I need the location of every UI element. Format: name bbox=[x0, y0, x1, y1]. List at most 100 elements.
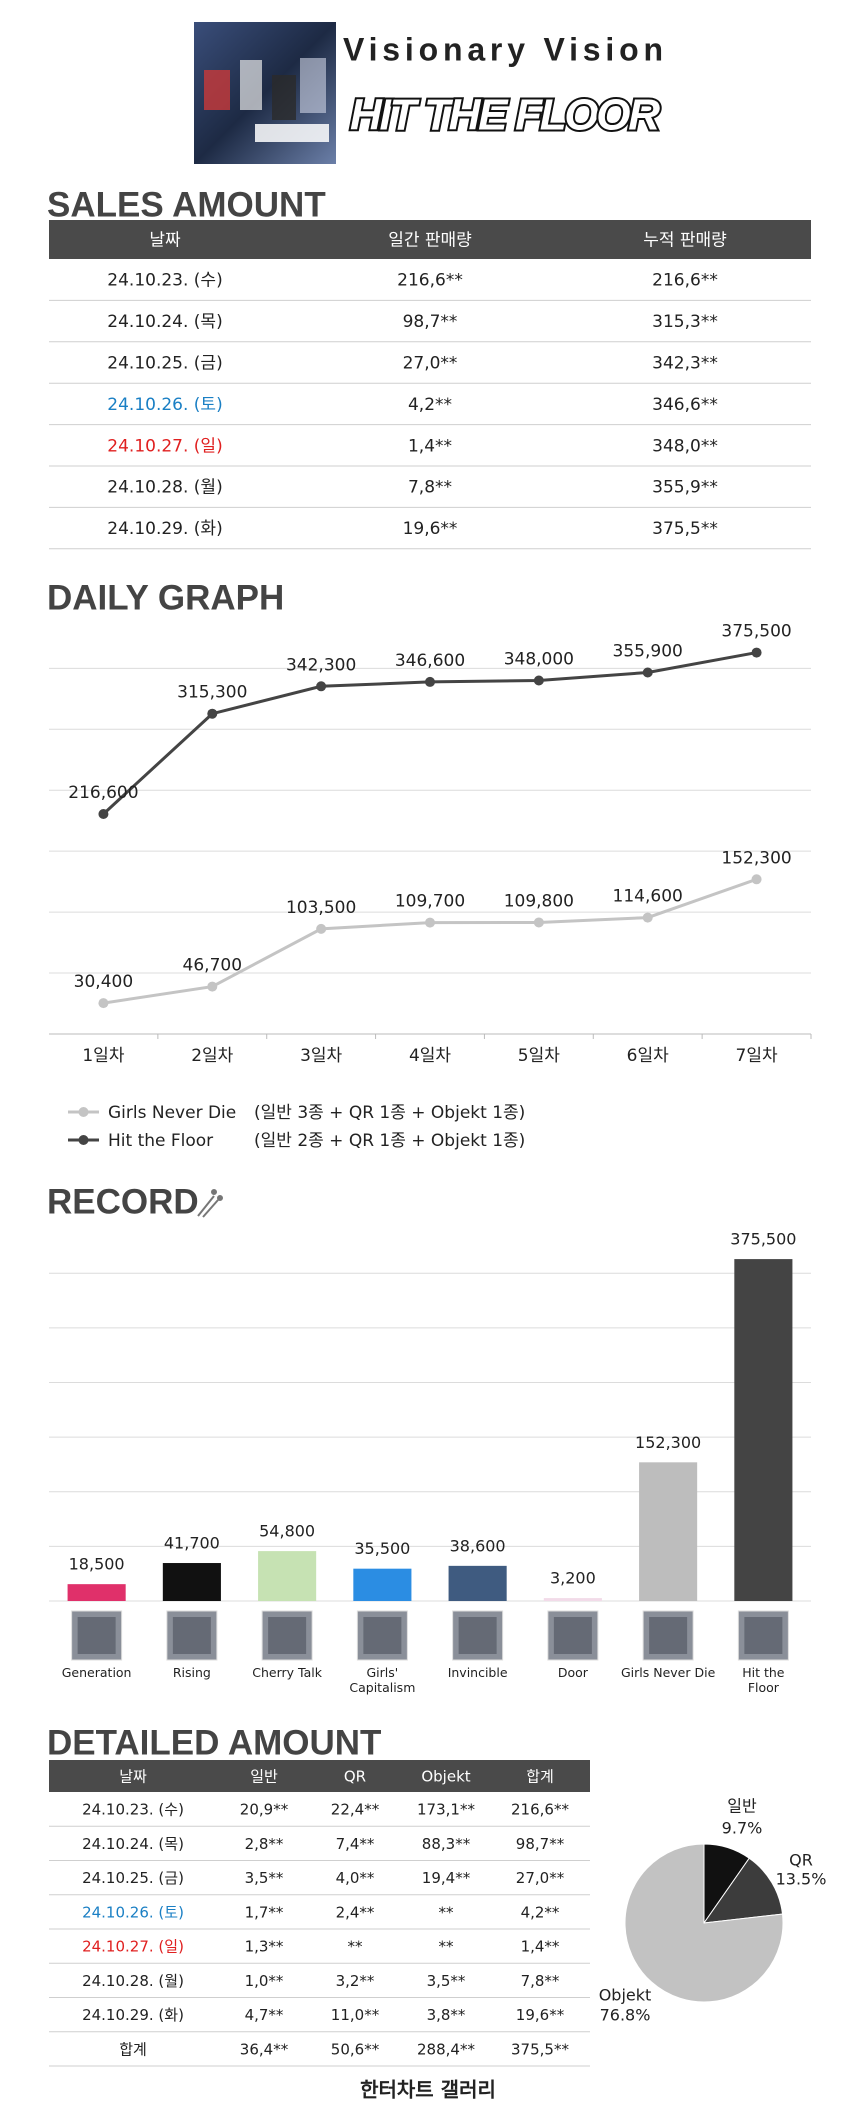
bar bbox=[543, 1598, 602, 1601]
column-header: 일간 판매량 bbox=[388, 231, 472, 251]
table-cell: 19,6** bbox=[516, 2006, 565, 2024]
logo-title: Visionary Vision bbox=[343, 31, 663, 67]
point bbox=[207, 708, 218, 719]
x-tick-label: Door bbox=[557, 1665, 588, 1680]
data-label: 315,300 bbox=[177, 683, 247, 703]
column-header: 합계 bbox=[526, 1768, 554, 1786]
table-cell: 2,4** bbox=[336, 1903, 375, 1921]
table-cell: 24.10.27. (일) bbox=[107, 436, 222, 456]
x-tick-label: 4일차 bbox=[409, 1046, 451, 1066]
data-label: 41,700 bbox=[164, 1534, 220, 1553]
table-header bbox=[49, 1760, 590, 1792]
data-label: 54,800 bbox=[259, 1522, 315, 1541]
point bbox=[316, 681, 327, 692]
slice-value: 76.8% bbox=[600, 2006, 651, 2025]
slice-value: 9.7% bbox=[722, 1819, 763, 1838]
table-cell: 315,3** bbox=[652, 312, 718, 332]
table-cell: 19,4** bbox=[422, 1869, 471, 1887]
footer: 한터차트 갤러리 bbox=[360, 2078, 496, 2102]
legend-label: Girls Never Die bbox=[108, 1103, 236, 1123]
table-cell: ** bbox=[439, 1903, 455, 1921]
bar bbox=[448, 1565, 507, 1601]
column-header: 날짜 bbox=[119, 1768, 147, 1786]
bar bbox=[162, 1563, 221, 1601]
slice-label: Objekt bbox=[599, 1986, 652, 2005]
point bbox=[425, 917, 435, 928]
x-tick-label: 6일차 bbox=[627, 1046, 669, 1066]
point bbox=[533, 675, 544, 686]
album-thumbnail-art bbox=[649, 1617, 688, 1654]
data-label: 109,700 bbox=[395, 892, 465, 912]
table-cell: 375,5** bbox=[511, 2040, 569, 2058]
table-cell: 88,3** bbox=[422, 1835, 471, 1853]
column-header: 날짜 bbox=[149, 231, 181, 251]
table-cell: 24.10.29. (화) bbox=[82, 2006, 184, 2024]
point bbox=[316, 923, 327, 934]
data-label: 30,400 bbox=[74, 972, 133, 992]
table-cell: 22,4** bbox=[331, 1801, 380, 1819]
album-thumbnail-art bbox=[458, 1617, 497, 1654]
table-cell: 1,7** bbox=[245, 1903, 284, 1921]
data-label: 375,500 bbox=[730, 1230, 796, 1249]
slice-label: QR bbox=[789, 1851, 813, 1870]
data-label: 38,600 bbox=[450, 1536, 506, 1555]
data-label: 109,800 bbox=[504, 891, 574, 911]
table-cell: 20,9** bbox=[240, 1801, 289, 1819]
column-header: 일반 bbox=[250, 1768, 278, 1786]
table-cell: 1,3** bbox=[245, 1938, 284, 1956]
data-label: 216,600 bbox=[68, 783, 138, 803]
album-thumbnail-art bbox=[553, 1617, 592, 1654]
x-tick-label: 2일차 bbox=[191, 1046, 233, 1066]
table-cell: 24.10.24. (목) bbox=[107, 312, 222, 332]
table-cell: 216,6** bbox=[397, 271, 463, 291]
table-cell: 24.10.29. (화) bbox=[107, 519, 222, 539]
table-cell: 27,0** bbox=[516, 1869, 565, 1887]
x-tick-label: Girls Never Die bbox=[620, 1665, 716, 1680]
table-cell: ** bbox=[439, 1938, 455, 1956]
column-header: QR bbox=[344, 1768, 366, 1786]
legend-label: Hit the Floor bbox=[108, 1131, 213, 1151]
table-cell: 19,6** bbox=[403, 519, 458, 539]
section-title: DETAILED AMOUNT bbox=[47, 1723, 381, 1762]
album-thumbnail-art bbox=[172, 1617, 211, 1654]
table-cell: 288,4** bbox=[417, 2040, 475, 2058]
table-cell: 3,8** bbox=[427, 2006, 466, 2024]
table-cell: 7,4** bbox=[336, 1835, 375, 1853]
table-cell: 50,6** bbox=[331, 2040, 380, 2058]
data-label: 114,600 bbox=[613, 887, 683, 907]
table-cell: 24.10.28. (월) bbox=[107, 478, 222, 498]
point bbox=[642, 667, 653, 678]
table-cell: 98,7** bbox=[403, 312, 458, 332]
album-thumbnail-art bbox=[77, 1617, 116, 1654]
table-cell: 24.10.26. (토) bbox=[107, 395, 222, 415]
data-label: 46,700 bbox=[183, 956, 242, 976]
confetti-icon bbox=[197, 1189, 223, 1218]
table-cell: 24.10.28. (월) bbox=[82, 1972, 184, 1990]
point bbox=[98, 808, 109, 819]
table-cell: 355,9** bbox=[652, 478, 718, 498]
point bbox=[533, 917, 544, 928]
table-cell: 3,5** bbox=[427, 1972, 466, 1990]
legend-note: (일반 2종 + QR 1종 + Objekt 1종) bbox=[254, 1131, 525, 1151]
data-label: 152,300 bbox=[635, 1433, 701, 1452]
bar bbox=[258, 1551, 317, 1601]
table-cell: 216,6** bbox=[511, 1801, 569, 1819]
data-label: 342,300 bbox=[286, 655, 356, 675]
slice-label: 일반 bbox=[727, 1797, 757, 1816]
album-thumbnail-art bbox=[363, 1617, 402, 1654]
data-label: 375,500 bbox=[721, 622, 791, 642]
bar bbox=[67, 1584, 126, 1601]
point bbox=[425, 676, 435, 687]
table-header bbox=[49, 220, 811, 259]
data-label: 346,600 bbox=[395, 651, 465, 671]
table-cell: 1,0** bbox=[245, 1972, 284, 1990]
table-cell: 24.10.24. (목) bbox=[82, 1835, 184, 1853]
x-tick-label: 3일차 bbox=[300, 1046, 342, 1066]
data-label: 3,200 bbox=[550, 1569, 596, 1588]
x-tick-label: Rising bbox=[172, 1665, 211, 1680]
data-label: 35,500 bbox=[354, 1539, 410, 1558]
logo-subtitle: HIT THE FLOOR bbox=[350, 91, 660, 140]
x-tick-label: Invincible bbox=[447, 1665, 508, 1680]
table-cell: 24.10.25. (금) bbox=[107, 354, 222, 374]
